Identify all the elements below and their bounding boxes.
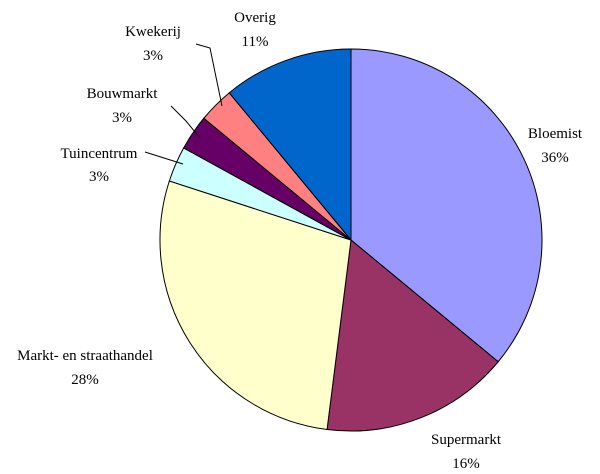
slice-value-markt-en-straathandel: 28% bbox=[71, 372, 99, 388]
leader-line-tuincentrum bbox=[144, 151, 184, 165]
slice-value-supermarkt: 16% bbox=[452, 456, 480, 472]
slice-label-overig: Overig bbox=[234, 10, 276, 26]
pie-slices bbox=[159, 48, 543, 432]
slice-overig bbox=[228, 48, 352, 242]
slice-value-bloemist: 36% bbox=[541, 150, 569, 166]
slice-value-kwekerij: 3% bbox=[143, 48, 163, 64]
slice-markt-en-straathandel bbox=[159, 180, 352, 431]
slice-label-bouwmarkt: Bouwmarkt bbox=[87, 86, 159, 102]
slice-label-bloemist: Bloemist bbox=[528, 126, 583, 142]
slice-bloemist bbox=[350, 48, 543, 363]
slice-supermarkt bbox=[326, 239, 499, 432]
slice-labels: Bloemist 36% Supermarkt 16% Markt- en straat… bbox=[17, 10, 583, 472]
slice-label-kwekerij: Kwekerij bbox=[125, 24, 181, 40]
slice-label-markt-en-straathandel: Markt- en straathandel bbox=[17, 348, 153, 364]
slice-value-bouwmarkt: 3% bbox=[112, 110, 132, 126]
leader-line-kwekerij bbox=[195, 43, 223, 107]
slice-label-tuincentrum: Tuincentrum bbox=[61, 146, 138, 162]
slice-value-overig: 11% bbox=[242, 34, 269, 50]
leader-lines bbox=[144, 43, 223, 165]
slice-value-tuincentrum: 3% bbox=[89, 169, 109, 185]
leader-line-bouwmarkt bbox=[170, 105, 201, 139]
slice-label-supermarkt: Supermarkt bbox=[431, 432, 502, 448]
